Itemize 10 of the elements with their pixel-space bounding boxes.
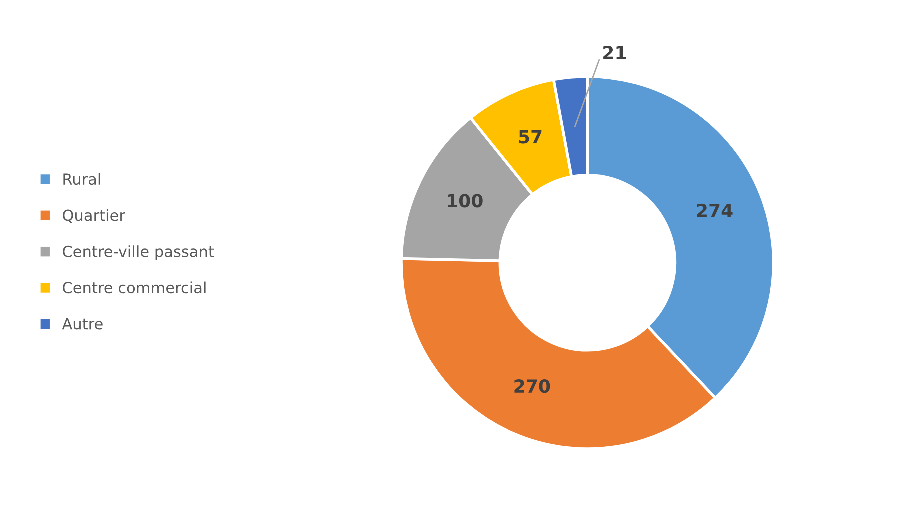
data-label: 100 <box>448 194 483 208</box>
data-label: 274 <box>697 204 733 218</box>
legend-label: Rural <box>64 173 100 186</box>
legend-label: Centre-ville passant <box>63 246 214 260</box>
legend-label: Autre <box>62 318 103 330</box>
data-label: 270 <box>514 380 550 394</box>
data-label: 21 <box>604 46 626 60</box>
legend-label: Quartier <box>63 209 126 224</box>
data-label: 57 <box>519 130 542 144</box>
legend-label: Centre commercial <box>63 282 206 294</box>
